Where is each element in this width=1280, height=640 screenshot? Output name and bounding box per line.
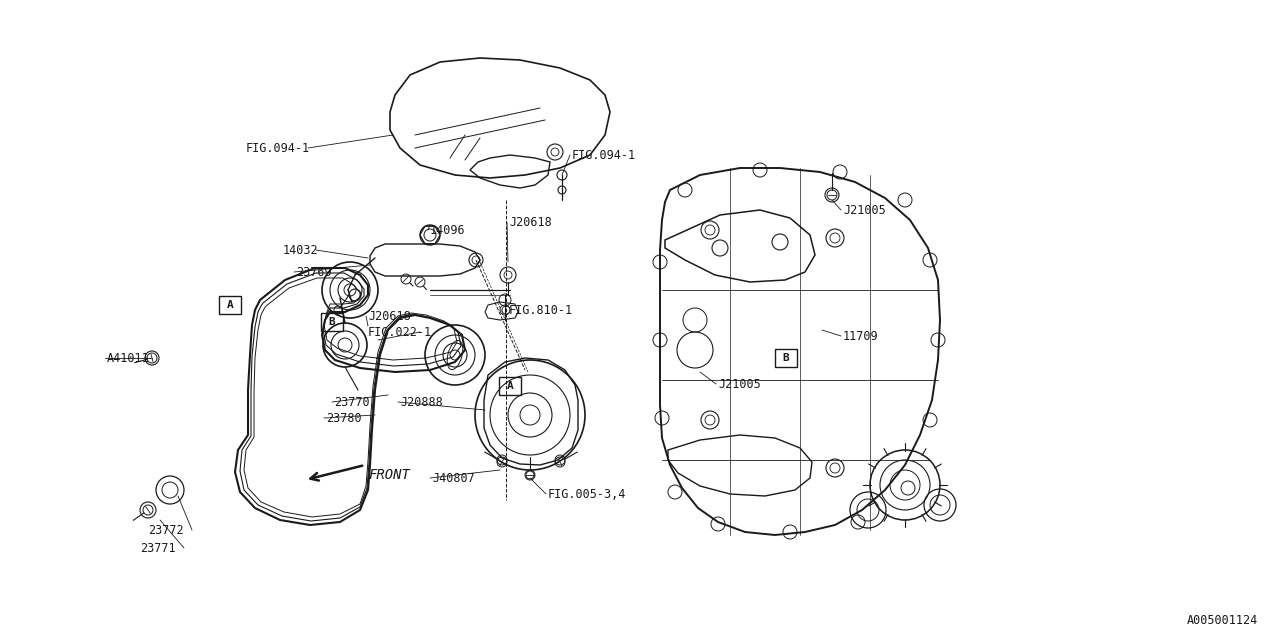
Text: J21005: J21005 xyxy=(718,378,760,390)
Text: FIG.022-1: FIG.022-1 xyxy=(369,326,433,339)
Text: 14096: 14096 xyxy=(430,223,466,237)
Text: 14032: 14032 xyxy=(283,243,317,257)
Text: FIG.094-1: FIG.094-1 xyxy=(572,148,636,161)
Text: J21005: J21005 xyxy=(844,204,886,216)
Text: 23780: 23780 xyxy=(326,412,362,424)
Text: B: B xyxy=(782,353,790,363)
Text: FRONT: FRONT xyxy=(369,468,410,482)
Text: 23772: 23772 xyxy=(148,524,183,536)
Bar xyxy=(774,349,797,367)
Bar xyxy=(219,296,241,314)
Text: 23770: 23770 xyxy=(334,396,370,408)
Text: J20618: J20618 xyxy=(369,310,411,323)
Text: J20888: J20888 xyxy=(399,396,443,408)
Text: A005001124: A005001124 xyxy=(1187,614,1258,627)
Text: A: A xyxy=(507,381,513,391)
Text: B: B xyxy=(329,317,335,327)
Text: J20618: J20618 xyxy=(509,216,552,228)
Bar xyxy=(499,377,521,395)
Text: 11709: 11709 xyxy=(844,330,878,342)
Text: FIG.005-3,4: FIG.005-3,4 xyxy=(548,488,626,500)
Text: FIG.094-1: FIG.094-1 xyxy=(246,141,310,154)
Text: 23771: 23771 xyxy=(140,541,175,554)
Text: 23769: 23769 xyxy=(296,266,332,278)
Text: FIG.810-1: FIG.810-1 xyxy=(509,303,573,317)
Text: A41011: A41011 xyxy=(108,351,150,365)
Bar xyxy=(321,313,343,331)
Text: J40807: J40807 xyxy=(433,472,475,484)
Text: A: A xyxy=(227,300,233,310)
